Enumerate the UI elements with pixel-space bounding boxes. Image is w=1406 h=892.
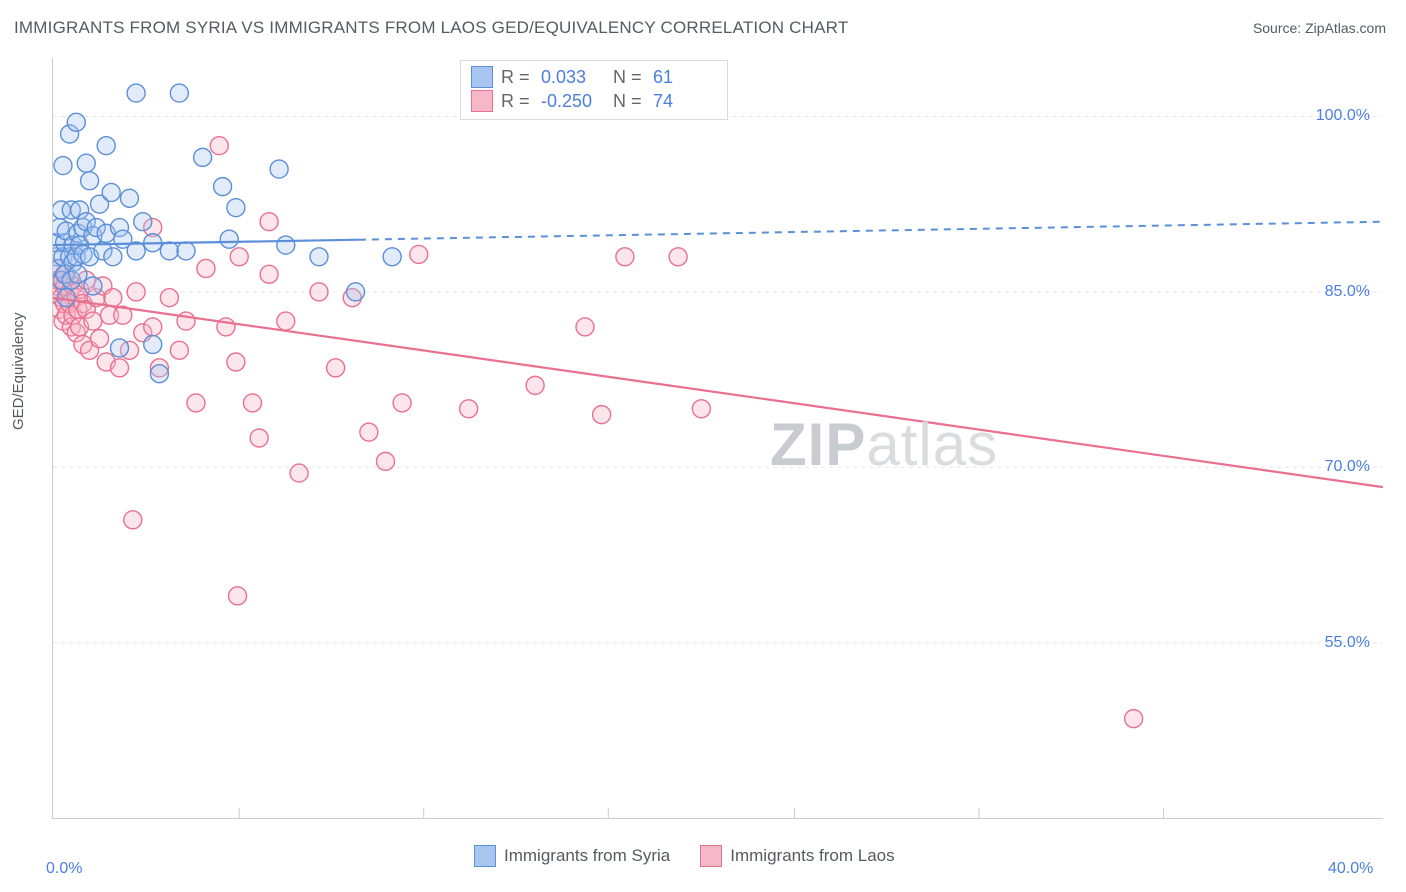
y-axis-label: GED/Equivalency: [10, 312, 27, 430]
r-value: 0.033: [541, 65, 605, 89]
y-tick-label: 70.0%: [1325, 458, 1370, 476]
legend-label: Immigrants from Laos: [730, 846, 894, 866]
x-tick-label: 40.0%: [1328, 860, 1373, 878]
legend-swatch-icon: [471, 90, 493, 112]
r-label: R =: [501, 89, 533, 113]
legend-item: Immigrants from Syria: [474, 845, 670, 867]
r-value: -0.250: [541, 89, 605, 113]
y-tick-label: 55.0%: [1325, 634, 1370, 652]
n-label: N =: [613, 89, 645, 113]
legend-swatch-icon: [700, 845, 722, 867]
legend-swatch-icon: [474, 845, 496, 867]
stats-row: R = -0.250 N = 74: [471, 89, 717, 113]
series-legend: Immigrants from Syria Immigrants from La…: [474, 845, 895, 867]
source-label: Source: ZipAtlas.com: [1253, 20, 1386, 36]
stats-legend: R = 0.033 N = 61 R = -0.250 N = 74: [460, 60, 728, 120]
n-value: 74: [653, 89, 717, 113]
legend-label: Immigrants from Syria: [504, 846, 670, 866]
x-tick-label: 0.0%: [46, 860, 82, 878]
plot-area: [52, 58, 1383, 819]
legend-swatch-icon: [471, 66, 493, 88]
r-label: R =: [501, 65, 533, 89]
y-tick-label: 100.0%: [1316, 107, 1370, 125]
legend-item: Immigrants from Laos: [700, 845, 894, 867]
chart-title: IMMIGRANTS FROM SYRIA VS IMMIGRANTS FROM…: [14, 18, 848, 38]
n-label: N =: [613, 65, 645, 89]
y-tick-label: 85.0%: [1325, 283, 1370, 301]
n-value: 61: [653, 65, 717, 89]
chart-svg: [53, 58, 1383, 818]
stats-row: R = 0.033 N = 61: [471, 65, 717, 89]
